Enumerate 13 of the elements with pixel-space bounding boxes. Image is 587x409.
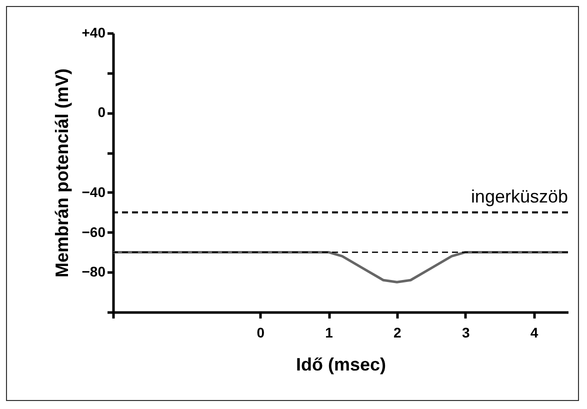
x-tick-label: 2	[394, 324, 402, 340]
y-tick-label: −40	[82, 184, 106, 200]
x-tick-label: 1	[325, 324, 334, 340]
x-axis-title: Idő (msec)	[296, 354, 386, 374]
x-tick-label: 3	[462, 324, 470, 340]
y-axis-title: Membrán potenciál (mV)	[52, 68, 72, 278]
y-tick-label: −80	[82, 264, 106, 280]
ref-line-label: ingerküszöb	[470, 186, 568, 206]
x-tick-label: 4	[530, 324, 538, 340]
y-tick-label: +40	[82, 24, 106, 40]
x-tick-label: 0	[256, 324, 265, 340]
y-tick-label: 0	[98, 104, 106, 120]
y-tick-label: −60	[82, 224, 106, 240]
